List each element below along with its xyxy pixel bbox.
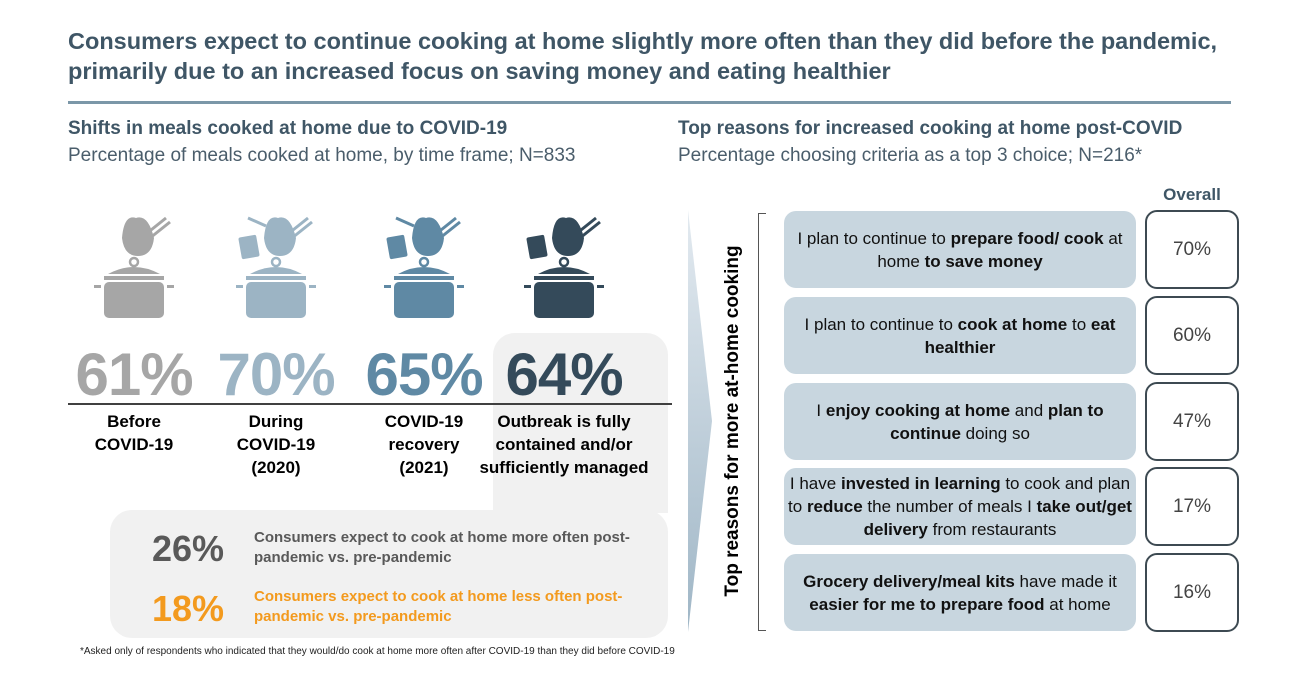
expectation-panel — [110, 510, 668, 638]
expect-more-text: Consumers expect to cook at home more of… — [254, 529, 630, 566]
reason-text-bold: cook at home — [957, 314, 1068, 334]
column-label: Outbreak is fully contained and/or suffi… — [479, 412, 649, 477]
reason-value: 47% — [1145, 382, 1239, 461]
reason-text: I — [816, 400, 826, 420]
left-subtitle: Percentage of meals cooked at home, by t… — [68, 145, 576, 166]
reason-text: to cook and plan to — [788, 474, 1131, 516]
reason-text: the number of meals I — [862, 497, 1037, 516]
cooking-pot-icon — [236, 216, 316, 318]
reason-text-bold: prepare food/ cook — [950, 228, 1104, 248]
footnote: *Asked only of respondents who indicated… — [80, 646, 675, 657]
reason-text: I have — [789, 474, 841, 493]
expect-more-value: 26% — [152, 528, 225, 569]
reason-text-bold: Grocery delivery/meal kits — [803, 571, 1015, 591]
column-label: COVID-19 recovery (2021) — [384, 412, 464, 477]
reason-text-bold: plan to continue — [890, 400, 1104, 443]
cooking-pot-icon — [524, 216, 604, 318]
reason-text-bold: reduce — [806, 497, 863, 516]
bracket — [758, 213, 766, 631]
left-heading: Shifts in meals cooked at home due to CO… — [68, 118, 508, 139]
column-value: 70% — [217, 341, 335, 408]
reason-text: I plan to continue to — [804, 314, 958, 334]
reason-text: to — [1067, 314, 1091, 334]
reason-text-bold: eat healthier — [924, 314, 1116, 357]
column-label: Before COVID-19 — [94, 412, 174, 454]
cooking-pot-icon — [94, 216, 174, 318]
page-title: Consumers expect to continue cooking at … — [68, 28, 1218, 84]
overall-header: Overall — [1163, 185, 1221, 204]
column-value: 64% — [505, 341, 623, 408]
vertical-label: Top reasons for more at-home cooking — [722, 245, 743, 597]
reason-box: I have invested in learning to cook and … — [784, 468, 1136, 545]
reason-text-bold: easier for me to prepare food — [809, 594, 1045, 614]
right-heading: Top reasons for increased cooking at hom… — [678, 118, 1183, 139]
divider — [68, 101, 1231, 104]
reason-value: 70% — [1145, 210, 1239, 289]
reason-text-bold: take out/get delivery — [863, 497, 1132, 539]
reason-text: from restaurants — [927, 520, 1057, 539]
reason-text-bold: to save money — [924, 251, 1043, 271]
reason-value: 16% — [1145, 553, 1239, 632]
chevron-arrow-icon — [688, 210, 712, 632]
axis-line — [68, 403, 672, 405]
reason-text: have made it — [1014, 571, 1117, 591]
reason-text: at home — [1044, 594, 1111, 614]
reason-text: doing so — [960, 423, 1030, 443]
reason-box: Grocery delivery/meal kits have made it … — [784, 554, 1136, 631]
cooking-pot-icon — [384, 216, 464, 318]
reason-value: 17% — [1145, 467, 1239, 546]
column-value: 61% — [75, 341, 193, 408]
reason-text: at home — [877, 228, 1123, 271]
expect-less-value: 18% — [152, 588, 225, 629]
reason-box: I enjoy cooking at home and plan to cont… — [784, 383, 1136, 460]
reason-text-bold: invested in learning — [840, 474, 1001, 493]
column-label: During COVID-19 (2020) — [236, 412, 316, 477]
expect-less-text: Consumers expect to cook at home less of… — [254, 588, 623, 625]
right-subtitle: Percentage choosing criteria as a top 3 … — [678, 145, 1143, 166]
reason-text: and — [1010, 400, 1048, 420]
reason-text-bold: enjoy cooking at home — [825, 400, 1011, 420]
column-value: 65% — [365, 341, 483, 408]
reason-value: 60% — [1145, 296, 1239, 375]
reason-text: I plan to continue to — [797, 228, 951, 248]
reason-box: I plan to continue to prepare food/ cook… — [784, 211, 1136, 288]
reason-box: I plan to continue to cook at home to ea… — [784, 297, 1136, 374]
highlight-panel — [493, 333, 668, 513]
